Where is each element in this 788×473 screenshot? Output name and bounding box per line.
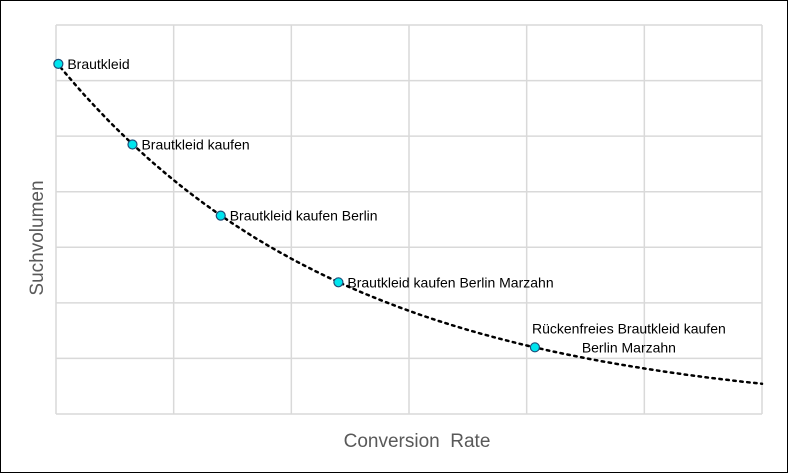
x-axis-label: Conversion Rate xyxy=(344,431,491,452)
point-label: Brautkleid kaufen Berlin xyxy=(230,208,378,224)
point-label: Brautkleid kaufen Berlin Marzahn xyxy=(347,274,553,290)
point-label: Brautkleid xyxy=(67,56,129,72)
data-points xyxy=(53,58,541,353)
grid xyxy=(55,24,763,415)
data-point xyxy=(333,277,344,288)
y-axis-label: Suchvolumen xyxy=(27,180,48,295)
data-point xyxy=(215,210,226,221)
point-labels: Brautkleid Brautkleid kaufen Brautkleid ka… xyxy=(67,56,725,355)
point-label: Brautkleid kaufen xyxy=(141,136,249,152)
data-point xyxy=(127,139,138,150)
data-point xyxy=(53,58,64,70)
point-label: Rückenfreies Brautkleid kaufen Berlin Mar… xyxy=(532,320,726,355)
trendline xyxy=(54,60,764,386)
data-point xyxy=(529,342,541,353)
